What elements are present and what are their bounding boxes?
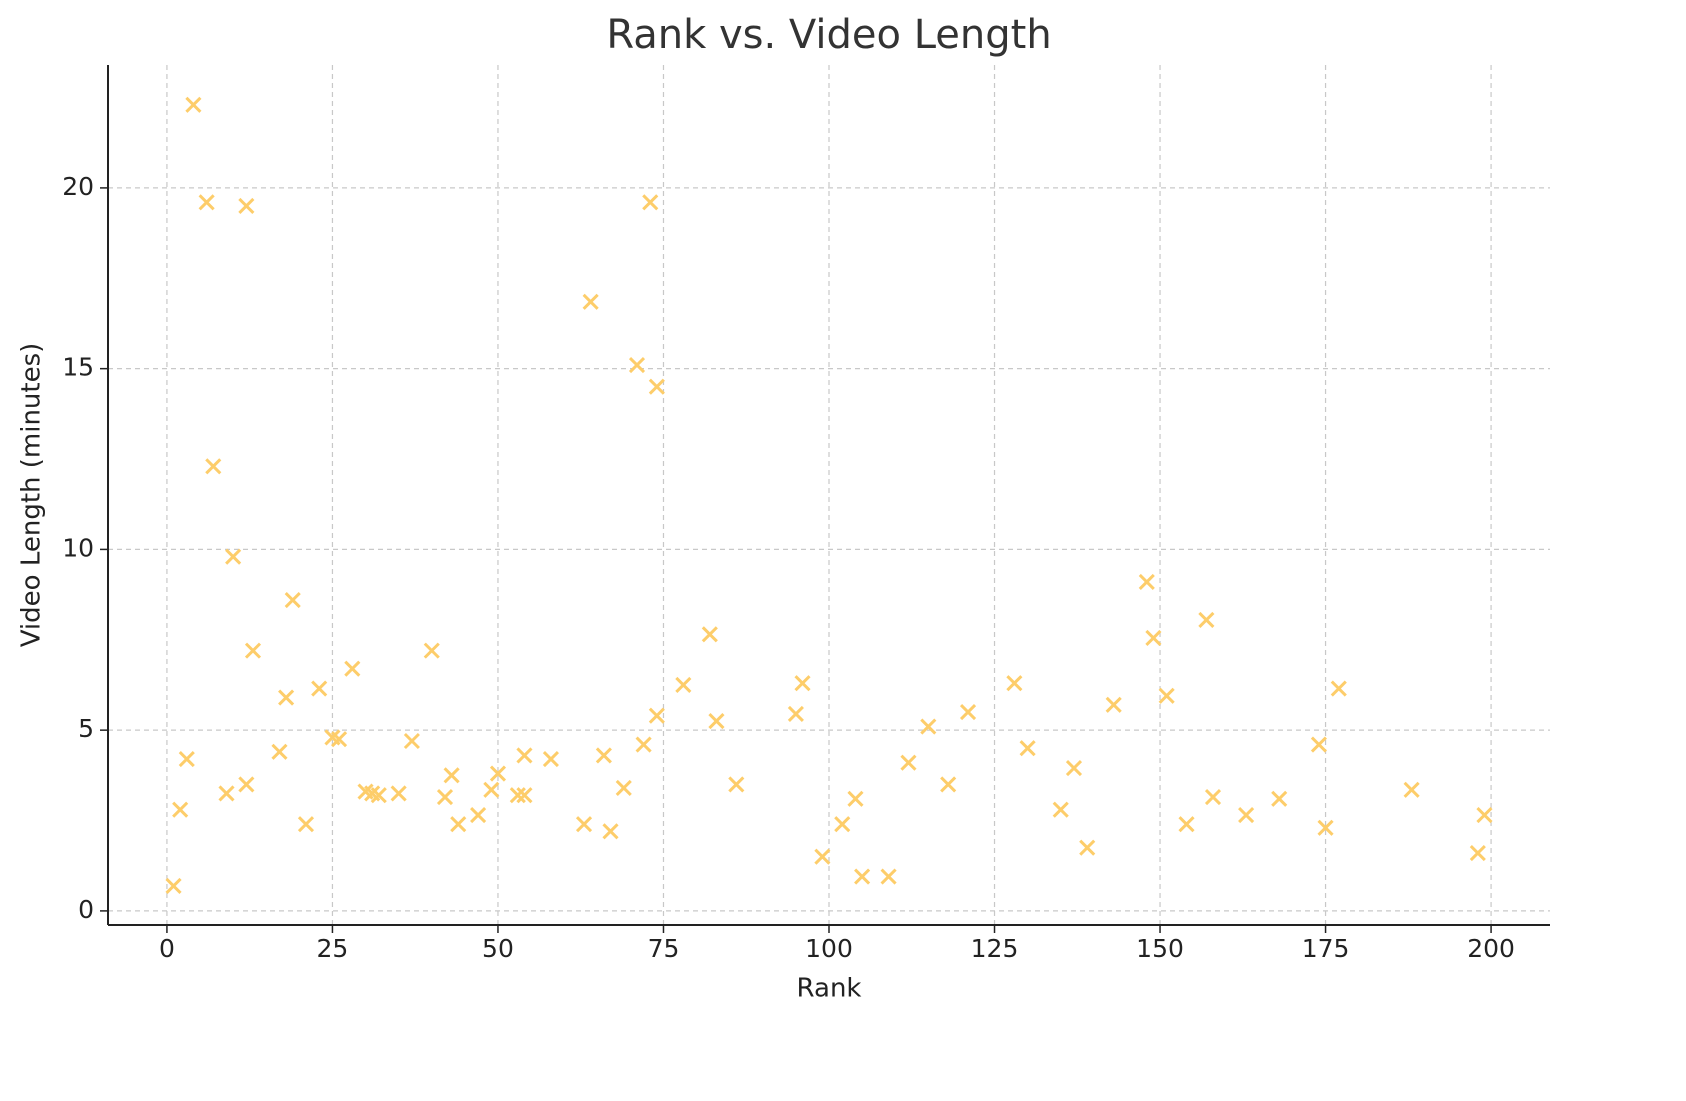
- point: [238, 776, 255, 793]
- point: [1198, 611, 1215, 628]
- y-tick-label: 0: [78, 895, 94, 924]
- x-axis-label: Rank: [797, 974, 862, 1004]
- point: [1476, 807, 1493, 824]
- point: [198, 194, 215, 211]
- point: [794, 675, 811, 692]
- point: [1079, 839, 1096, 856]
- point: [959, 704, 977, 721]
- point: [178, 751, 195, 768]
- point: [847, 790, 864, 807]
- point: [728, 776, 745, 793]
- point: [1105, 696, 1122, 713]
- point: [450, 816, 467, 833]
- point: [278, 689, 295, 706]
- point: [940, 776, 957, 793]
- point: [205, 458, 222, 475]
- point: [1145, 629, 1162, 647]
- point: [483, 781, 500, 798]
- point: [1310, 736, 1328, 753]
- point: [575, 816, 593, 833]
- point: [834, 816, 851, 833]
- point: [1006, 675, 1023, 692]
- point: [814, 848, 831, 865]
- point: [390, 785, 407, 802]
- point: [1238, 807, 1255, 824]
- point: [1178, 816, 1195, 833]
- point: [542, 751, 559, 768]
- point: [602, 823, 619, 840]
- point: [708, 713, 725, 730]
- point: [311, 680, 328, 697]
- point: [238, 197, 255, 215]
- point: [443, 767, 460, 784]
- point: [1019, 740, 1036, 757]
- x-tick-label: 150: [1136, 934, 1184, 963]
- point: [1403, 781, 1420, 798]
- y-tick-label: 10: [62, 533, 94, 562]
- point: [1317, 819, 1334, 836]
- x-tick-label: 175: [1302, 934, 1350, 963]
- point: [787, 705, 804, 722]
- point: [854, 868, 871, 885]
- point: [509, 787, 526, 804]
- point: [648, 378, 665, 395]
- point: [1138, 573, 1155, 591]
- point: [1204, 788, 1222, 806]
- point: [370, 787, 387, 804]
- x-tick-label: 25: [317, 934, 349, 963]
- x-tick-label: 0: [159, 934, 175, 963]
- point: [628, 356, 646, 374]
- point: [642, 194, 659, 211]
- point: [331, 731, 348, 748]
- point: [1469, 845, 1486, 862]
- point: [1271, 790, 1288, 807]
- point: [648, 707, 665, 724]
- point: [344, 660, 361, 677]
- x-tick-label: 75: [648, 934, 680, 963]
- point: [1065, 760, 1083, 777]
- chart-title: Rank vs. Video Length: [606, 12, 1051, 58]
- point: [582, 293, 599, 310]
- y-axis-label: Video Length (minutes): [17, 343, 47, 648]
- point: [165, 877, 182, 895]
- point: [284, 591, 301, 609]
- x-tick-label: 50: [482, 934, 514, 963]
- point: [1330, 680, 1347, 697]
- point: [436, 788, 454, 806]
- point: [595, 747, 612, 764]
- point: [297, 816, 315, 833]
- x-tick-label: 125: [971, 934, 1019, 963]
- point: [701, 626, 718, 643]
- point: [880, 868, 897, 885]
- point: [172, 801, 189, 818]
- point: [489, 765, 507, 782]
- point: [920, 718, 937, 735]
- point: [635, 736, 652, 753]
- point: [1158, 687, 1175, 704]
- point: [225, 548, 242, 565]
- point: [403, 732, 420, 750]
- point: [900, 754, 917, 771]
- x-tick-label: 100: [805, 934, 853, 963]
- point: [1052, 801, 1069, 818]
- point: [675, 676, 692, 694]
- x-tick-label: 200: [1467, 934, 1515, 963]
- point: [218, 785, 235, 802]
- y-tick-label: 5: [78, 714, 94, 743]
- point: [615, 779, 632, 797]
- point: [271, 743, 288, 760]
- point: [244, 642, 262, 659]
- point: [516, 747, 533, 764]
- point: [516, 787, 533, 804]
- y-tick-label: 15: [62, 353, 94, 382]
- point: [423, 642, 440, 659]
- point: [185, 96, 202, 113]
- y-tick-label: 20: [62, 172, 94, 201]
- point: [470, 807, 487, 824]
